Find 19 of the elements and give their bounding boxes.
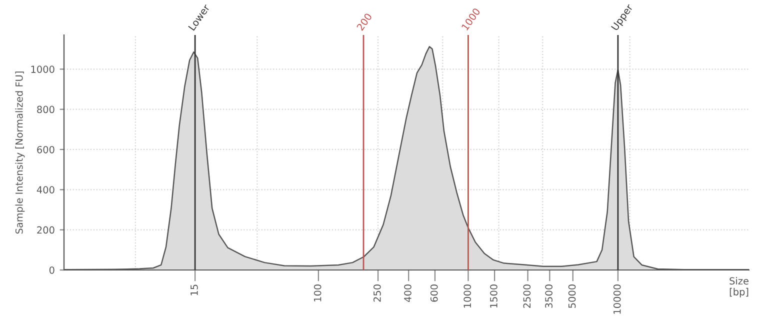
y-tick-label: 1000 bbox=[31, 66, 54, 73]
y-tick-label: 0 bbox=[49, 266, 54, 274]
x-tick-label: 2500 bbox=[523, 284, 531, 308]
y-tick-label: 600 bbox=[37, 146, 54, 154]
y-tick-label: 800 bbox=[37, 106, 54, 114]
x-axis-title: Size [bp] bbox=[730, 277, 748, 298]
x-tick-label: 5000 bbox=[568, 284, 576, 308]
x-tick-label: 15 bbox=[190, 284, 198, 296]
y-tick-label: 200 bbox=[37, 226, 54, 234]
y-axis-title: Sample Intensity [Normalized FU] bbox=[15, 72, 25, 234]
x-tick-label: 100 bbox=[314, 284, 322, 302]
x-tick-label: 1000 bbox=[464, 284, 472, 308]
y-tick-label: 400 bbox=[36, 186, 54, 194]
x-tick-label: 400 bbox=[404, 284, 412, 302]
x-tick-label: 250 bbox=[373, 284, 381, 302]
x-tick-label: 10000 bbox=[613, 284, 621, 314]
x-tick-label: 600 bbox=[430, 284, 438, 302]
x-tick-label: 1500 bbox=[490, 284, 498, 308]
x-tick-label: 3500 bbox=[545, 284, 552, 308]
